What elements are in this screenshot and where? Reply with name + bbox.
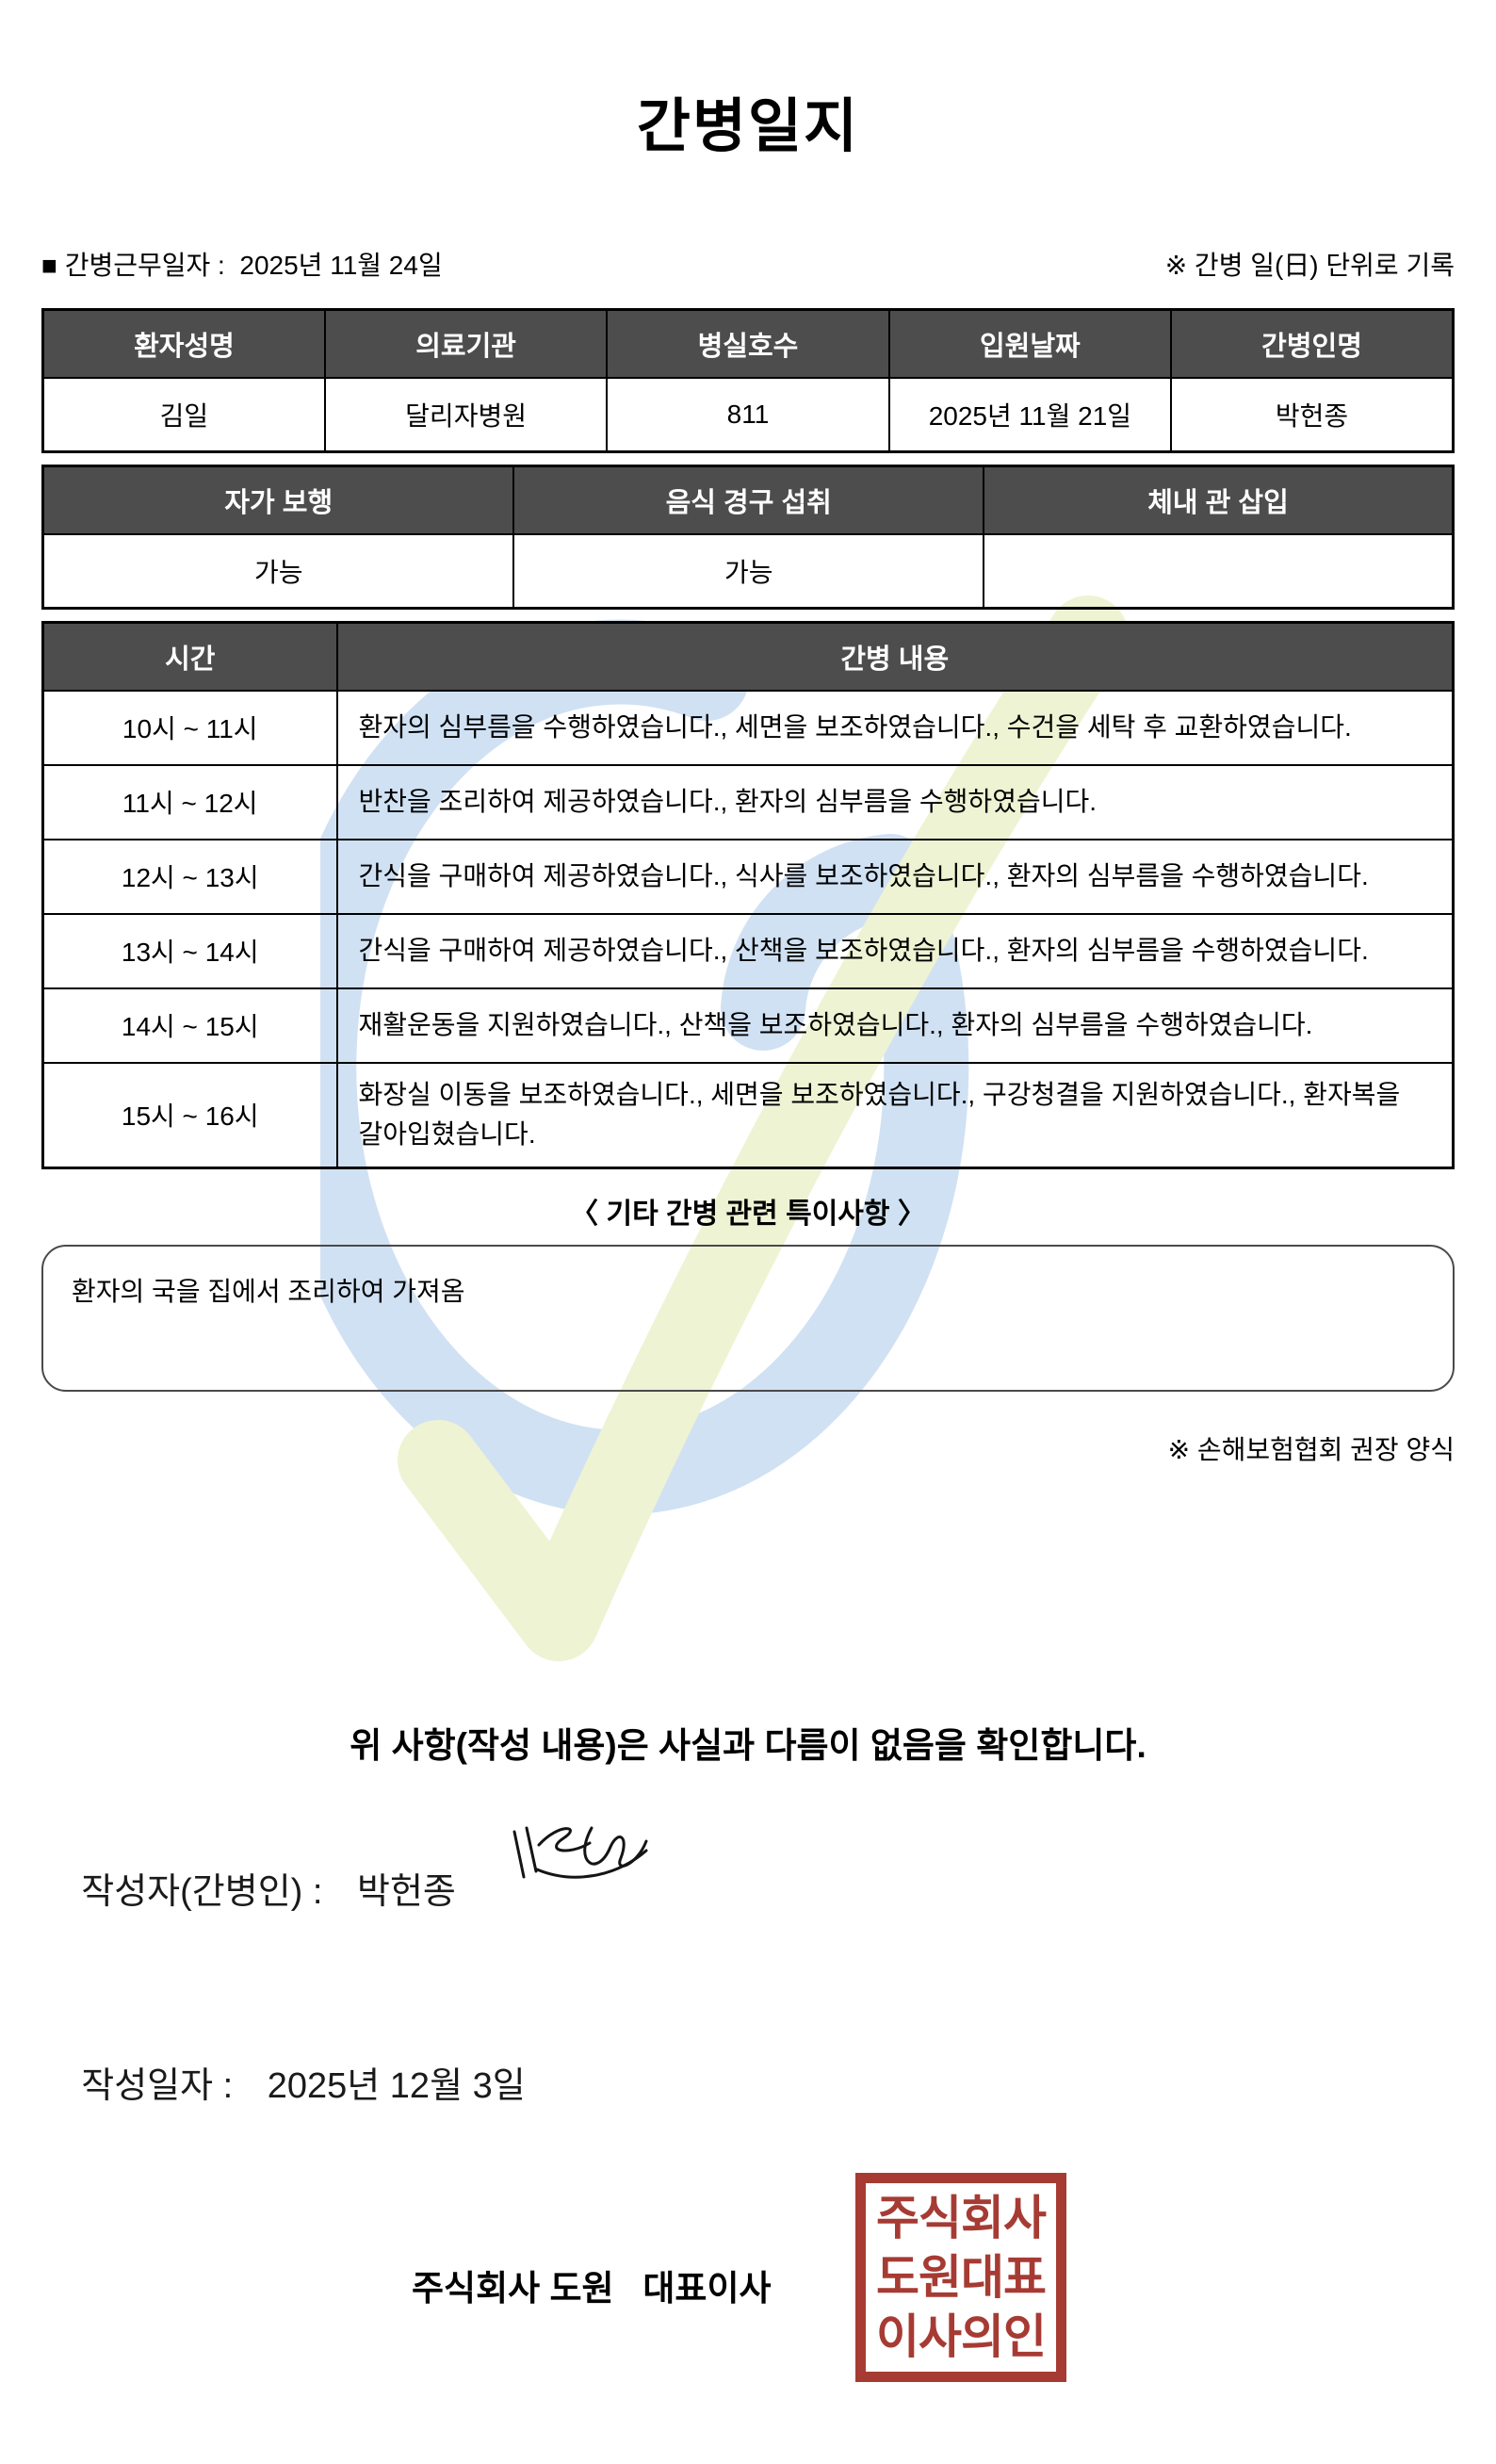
care-content: 간식을 구매하여 제공하였습니다., 식사를 보조하였습니다., 환자의 심부름…	[335, 838, 1455, 915]
extras-note-text: 환자의 국을 집에서 조리하여 가져옴	[72, 1277, 465, 1307]
recommended-form-note: ※ 손해보험협회 권장 양식	[1167, 1435, 1455, 1465]
header-oral-intake: 음식 경구 섭취	[512, 465, 984, 535]
care-log-row: 14시 ~ 15시 재활운동을 지원하였습니다., 산책을 보조하였습니다., …	[41, 987, 1455, 1064]
care-log-row: 15시 ~ 16시 화장실 이동을 보조하였습니다., 세면을 보조하였습니다.…	[41, 1061, 1455, 1169]
care-content: 화장실 이동을 보조하였습니다., 세면을 보조하였습니다., 구강청결을 지원…	[335, 1061, 1455, 1169]
footer-area: 주식회사 도원 대표이사 주식회사 도원대표 이사의인	[41, 2148, 1455, 2464]
written-date-label: 작성일자 :	[81, 2066, 243, 2107]
record-unit-note: ※ 간병 일(日) 단위로 기록	[1164, 251, 1455, 281]
care-time: 14시 ~ 15시	[41, 987, 338, 1064]
seal-row: 주식회사	[876, 2192, 1047, 2245]
caregiver-name-value: 박헌종	[1170, 376, 1455, 453]
care-content: 환자의 심부름을 수행하였습니다., 세면을 보조하였습니다., 수건을 세탁 …	[335, 689, 1455, 766]
header-room-number: 병실호수	[606, 308, 890, 379]
company-ceo-line: 주식회사 도원 대표이사	[412, 2269, 772, 2309]
seal-row: 도원대표	[876, 2251, 1047, 2305]
care-log-row: 10시 ~ 11시 환자의 심부름을 수행하였습니다., 세면을 보조하였습니다…	[41, 689, 1455, 766]
patient-info-table: 환자성명 의료기관 병실호수 입원날짜 간병인명 김일 달리자병원 811 20…	[41, 308, 1455, 454]
care-time: 12시 ~ 13시	[41, 838, 338, 915]
status-value-row: 가능 가능	[41, 532, 1455, 610]
page-title: 간병일지	[636, 94, 860, 159]
header-care-content: 간병 내용	[335, 621, 1455, 692]
writer-signature	[512, 1826, 648, 1879]
care-log-row: 13시 ~ 14시 간식을 구매하여 제공하였습니다., 산책을 보조하였습니다…	[41, 912, 1455, 989]
corporate-seal-stamp: 주식회사 도원대표 이사의인	[855, 2173, 1066, 2383]
self-walking-value: 가능	[41, 532, 515, 610]
header-internal-tube: 체내 관 삽입	[982, 465, 1455, 535]
care-log-header-row: 시간 간병 내용	[41, 621, 1455, 692]
written-date-line: 작성일자 : 2025년 12월 3일	[41, 2024, 1455, 2148]
header-time: 시간	[41, 621, 338, 692]
extras-note-box: 환자의 국을 집에서 조리하여 가져옴	[41, 1245, 1455, 1393]
care-time: 11시 ~ 12시	[41, 763, 338, 840]
header-caregiver-name: 간병인명	[1170, 308, 1455, 379]
extras-heading: 〈 기타 간병 관련 특이사항 〉	[570, 1199, 926, 1231]
care-time: 10시 ~ 11시	[41, 689, 338, 766]
patient-info-header-row: 환자성명 의료기관 병실호수 입원날짜 간병인명	[41, 308, 1455, 379]
care-log-row: 12시 ~ 13시 간식을 구매하여 제공하였습니다., 식사를 보조하였습니다…	[41, 838, 1455, 915]
room-number-value: 811	[606, 376, 890, 453]
meta-row: ■ 간병근무일자 : 2025년 11월 24일 ※ 간병 일(日) 단위로 기…	[41, 250, 1455, 282]
header-self-walking: 자가 보행	[41, 465, 515, 535]
written-date-value: 2025년 12월 3일	[267, 2066, 526, 2107]
medical-institution-value: 달리자병원	[323, 376, 609, 453]
header-patient-name: 환자성명	[41, 308, 326, 379]
admission-date-value: 2025년 11월 21일	[887, 376, 1173, 453]
care-log-table: 시간 간병 내용 10시 ~ 11시 환자의 심부름을 수행하였습니다., 세면…	[41, 621, 1455, 1170]
care-content: 간식을 구매하여 제공하였습니다., 산책을 보조하였습니다., 환자의 심부름…	[335, 912, 1455, 989]
seal-row: 이사의인	[876, 2310, 1047, 2364]
writer-name: 박헌종	[356, 1872, 456, 1913]
patient-status-table: 자가 보행 음식 경구 섭취 체내 관 삽입 가능 가능	[41, 465, 1455, 611]
caregiving-log-document: 간병일지 ■ 간병근무일자 : 2025년 11월 24일 ※ 간병 일(日) …	[0, 94, 1496, 2464]
writer-label: 작성자(간병인) :	[81, 1872, 333, 1913]
care-content: 재활운동을 지원하였습니다., 산책을 보조하였습니다., 환자의 심부름을 수…	[335, 987, 1455, 1064]
internal-tube-value	[982, 532, 1455, 610]
care-time: 15시 ~ 16시	[41, 1061, 338, 1169]
writer-line: 작성자(간병인) : 박헌종	[41, 1826, 1455, 1996]
care-content: 반찬을 조리하여 제공하였습니다., 환자의 심부름을 수행하였습니다.	[335, 763, 1455, 840]
patient-name-value: 김일	[41, 376, 326, 453]
header-admission-date: 입원날짜	[887, 308, 1173, 379]
status-header-row: 자가 보행 음식 경구 섭취 체내 관 삽입	[41, 465, 1455, 535]
header-medical-institution: 의료기관	[323, 308, 609, 379]
care-work-date: ■ 간병근무일자 : 2025년 11월 24일	[41, 251, 443, 281]
care-log-row: 11시 ~ 12시 반찬을 조리하여 제공하였습니다., 환자의 심부름을 수행…	[41, 763, 1455, 840]
care-time: 13시 ~ 14시	[41, 912, 338, 989]
patient-info-value-row: 김일 달리자병원 811 2025년 11월 21일 박헌종	[41, 376, 1455, 453]
oral-intake-value: 가능	[512, 532, 984, 610]
confirmation-statement: 위 사항(작성 내용)은 사실과 다름이 없음을 확인합니다.	[350, 1726, 1146, 1766]
